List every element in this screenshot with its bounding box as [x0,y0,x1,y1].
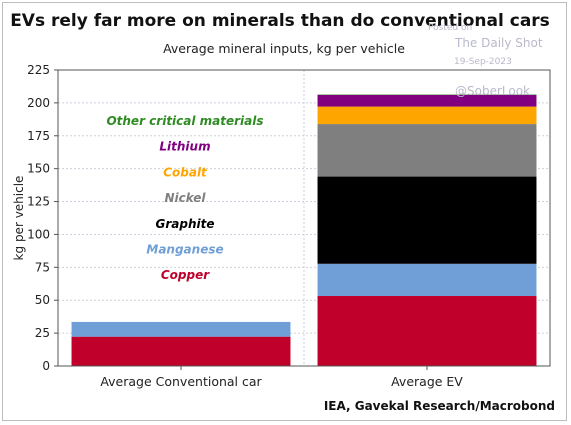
legend-entry: Cobalt [163,165,208,179]
bar-segment-nickel [317,124,537,177]
watermark-posted-on: Posted on [428,23,472,33]
bar-segment-copper [317,296,537,366]
bar-segment-cobalt [317,106,537,125]
bar-segment-lithium [317,94,537,107]
x-category-label: Average Conventional car [100,374,262,389]
watermark-date: 19-Sep-2023 [454,57,512,67]
bar-segment-graphite [317,176,537,264]
bar-segment-copper [71,336,291,366]
legend-entry: Lithium [159,140,210,154]
y-axis-label: kg per vehicle [12,176,26,261]
chart-subtitle: Average mineral inputs, kg per vehicle [163,41,405,56]
y-tick-label: 200 [27,96,50,110]
bar-segment-manganese [317,263,537,297]
watermark-publisher: The Daily Shot [454,36,543,50]
bar-segment-manganese [71,321,291,337]
y-tick-label: 100 [27,227,50,241]
legend-entry: Graphite [156,217,215,231]
y-tick-label: 25 [35,326,50,340]
legend: Other critical materials Lithium Cobalt Nic… [106,114,263,282]
y-tick-label: 150 [27,162,50,176]
x-category-labels: Average Conventional car Average EV [100,366,463,389]
chart-frame [2,2,567,421]
x-category-label: Average EV [391,374,463,389]
chart-title: EVs rely far more on minerals than do co… [10,11,550,31]
y-tick-label: 125 [27,195,50,209]
watermark-handle: @SoberLook [455,84,530,98]
y-tick-labels: 0 25 50 75 100 125 150 175 200 225 [27,63,58,373]
legend-entry: Copper [161,268,210,282]
y-tick-label: 50 [35,293,50,307]
legend-entry: Other critical materials [106,114,263,128]
y-tick-label: 175 [27,129,50,143]
source-credit: IEA, Gavekal Research/Macrobond [324,399,555,413]
legend-entry: Manganese [146,243,223,257]
y-tick-label: 0 [42,359,50,373]
bars [71,94,537,366]
y-tick-label: 225 [27,63,50,77]
legend-entry: Nickel [164,191,206,205]
y-tick-label: 75 [35,260,50,274]
plot-border [57,69,551,367]
